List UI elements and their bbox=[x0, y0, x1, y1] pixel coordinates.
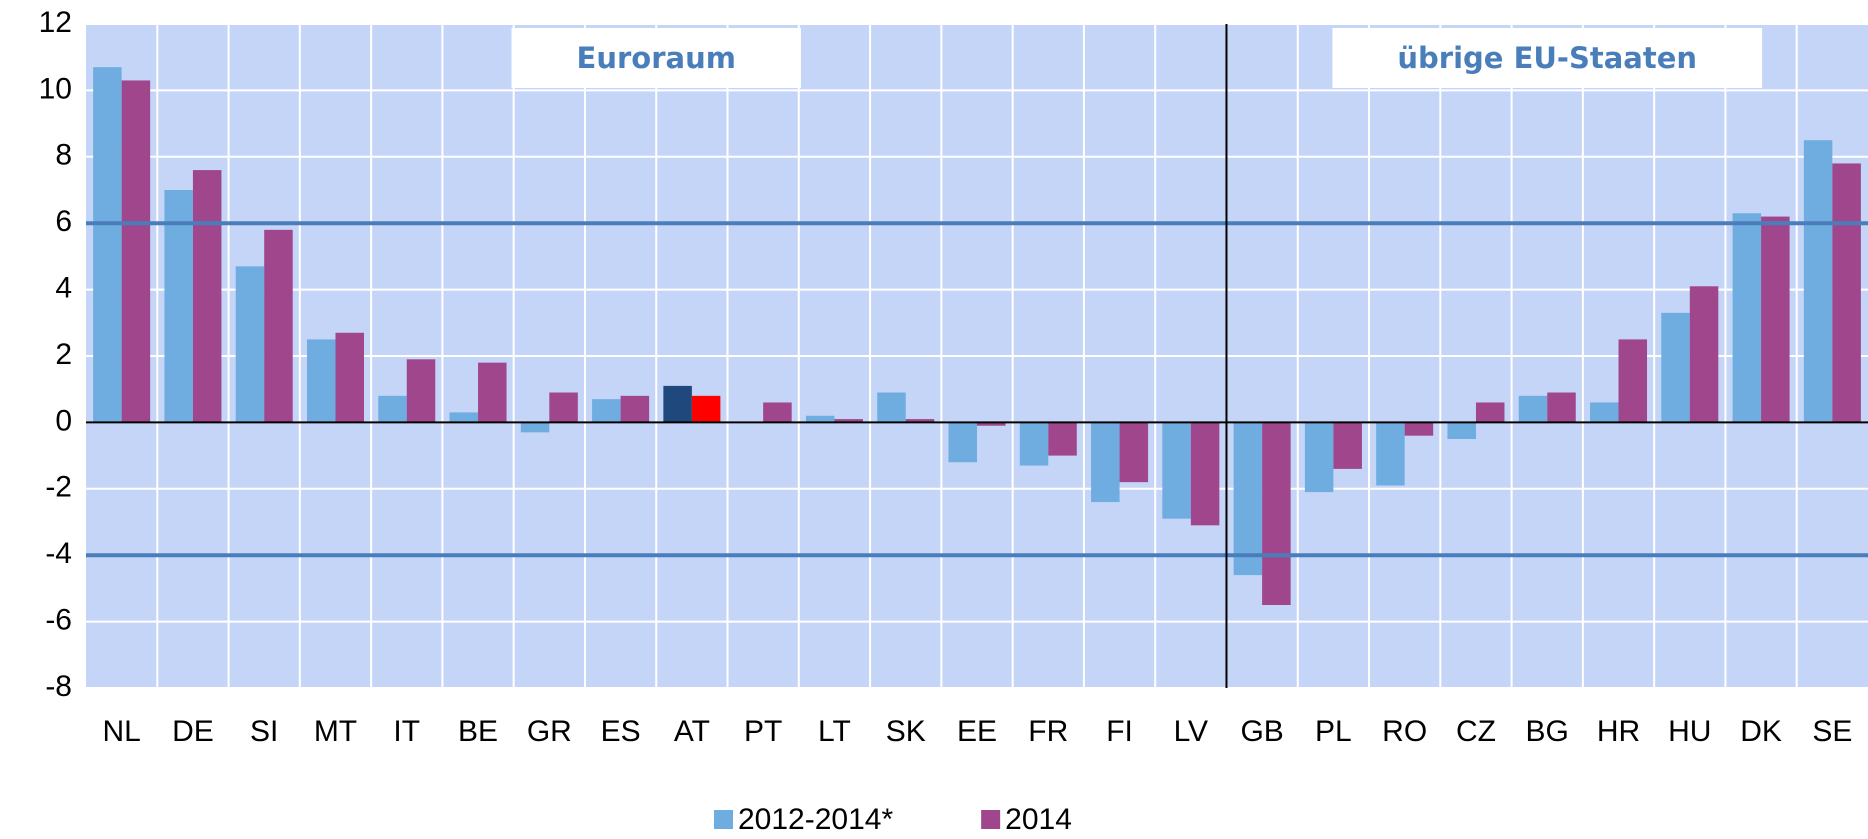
bar bbox=[1689, 286, 1719, 423]
legend-label: 2014 bbox=[1005, 803, 1072, 836]
bar bbox=[306, 339, 336, 423]
y-tick-label: 6 bbox=[55, 205, 72, 238]
y-tick-label: 12 bbox=[39, 6, 72, 39]
bar bbox=[235, 266, 265, 423]
bar bbox=[1262, 422, 1291, 605]
bar bbox=[1404, 422, 1434, 436]
bar bbox=[1304, 422, 1334, 493]
x-tick-label: MT bbox=[314, 715, 357, 748]
bar bbox=[763, 402, 792, 423]
bar bbox=[1091, 422, 1120, 503]
y-tick-label: 4 bbox=[55, 272, 72, 305]
y-tick-label: 2 bbox=[55, 338, 72, 371]
x-tick-label: BG bbox=[1526, 715, 1569, 748]
bar bbox=[1803, 140, 1833, 423]
y-tick-label: -8 bbox=[45, 670, 72, 703]
x-tick-label: HU bbox=[1668, 715, 1711, 748]
bar bbox=[1333, 422, 1362, 469]
bar bbox=[1048, 422, 1077, 456]
bar bbox=[977, 422, 1006, 426]
legend-label: 2012-2014* bbox=[738, 803, 893, 836]
bar bbox=[164, 190, 193, 423]
bar bbox=[520, 422, 550, 433]
bar bbox=[1376, 422, 1405, 486]
x-tick-label: IT bbox=[393, 715, 420, 748]
x-tick-label: FI bbox=[1106, 715, 1133, 748]
bar bbox=[1761, 216, 1790, 423]
x-tick-label: NL bbox=[102, 715, 140, 748]
bar bbox=[691, 395, 721, 423]
x-tick-label: DE bbox=[172, 715, 214, 748]
bar bbox=[192, 170, 222, 423]
x-tick-label: FR bbox=[1028, 715, 1068, 748]
bar bbox=[877, 392, 906, 423]
bar bbox=[1019, 422, 1049, 466]
bar bbox=[121, 80, 151, 423]
bar bbox=[905, 419, 935, 423]
bar bbox=[1661, 312, 1690, 423]
bar bbox=[592, 399, 621, 423]
x-tick-label: RO bbox=[1382, 715, 1427, 748]
x-tick-label: LT bbox=[818, 715, 851, 748]
x-tick-label: DK bbox=[1740, 715, 1782, 748]
bar bbox=[449, 412, 479, 423]
bar bbox=[834, 419, 863, 423]
group-label: übrige EU-Staaten bbox=[1397, 41, 1697, 75]
x-tick-label: ES bbox=[601, 715, 641, 748]
bar bbox=[620, 395, 650, 423]
bar bbox=[1590, 402, 1619, 423]
group-label: Euroraum bbox=[577, 41, 736, 75]
x-tick-label: EE bbox=[957, 715, 997, 748]
group-label-box bbox=[1332, 28, 1763, 88]
y-tick-label: 8 bbox=[55, 139, 72, 172]
group-label-box bbox=[511, 28, 801, 88]
bar bbox=[335, 332, 364, 423]
x-tick-label: LV bbox=[1174, 715, 1208, 748]
bar bbox=[264, 229, 293, 423]
bar bbox=[1547, 392, 1576, 423]
bar bbox=[378, 395, 407, 423]
bar bbox=[1447, 422, 1476, 439]
legend-swatch bbox=[714, 810, 733, 829]
y-tick-label: -6 bbox=[45, 604, 72, 637]
bar bbox=[93, 67, 122, 423]
bar bbox=[549, 392, 578, 423]
y-tick-label: -2 bbox=[45, 471, 72, 504]
x-tick-label: GB bbox=[1240, 715, 1283, 748]
x-tick-label: PL bbox=[1315, 715, 1352, 748]
bar bbox=[406, 359, 436, 423]
bar bbox=[1832, 163, 1861, 423]
y-tick-label: 10 bbox=[39, 72, 72, 105]
bar bbox=[478, 362, 507, 423]
x-tick-label: GR bbox=[527, 715, 572, 748]
bar bbox=[1475, 402, 1505, 423]
y-tick-label: -4 bbox=[45, 537, 72, 570]
bar bbox=[805, 415, 835, 423]
y-tick-label: 0 bbox=[55, 404, 72, 437]
bar bbox=[663, 385, 692, 423]
bar bbox=[1162, 422, 1191, 519]
bar bbox=[1119, 422, 1149, 483]
bar bbox=[1618, 339, 1648, 423]
x-tick-label: SE bbox=[1812, 715, 1852, 748]
x-tick-label: HR bbox=[1597, 715, 1640, 748]
bar bbox=[1732, 213, 1762, 423]
x-tick-label: CZ bbox=[1456, 715, 1496, 748]
x-tick-label: AT bbox=[674, 715, 710, 748]
legend-swatch bbox=[981, 810, 1001, 829]
x-tick-label: PT bbox=[744, 715, 782, 748]
x-tick-label: SI bbox=[250, 715, 278, 748]
bar bbox=[948, 422, 977, 463]
bar bbox=[1518, 395, 1548, 423]
bar bbox=[1233, 422, 1263, 576]
x-tick-label: BE bbox=[458, 715, 498, 748]
x-tick-label: SK bbox=[886, 715, 926, 748]
bar bbox=[1190, 422, 1220, 526]
